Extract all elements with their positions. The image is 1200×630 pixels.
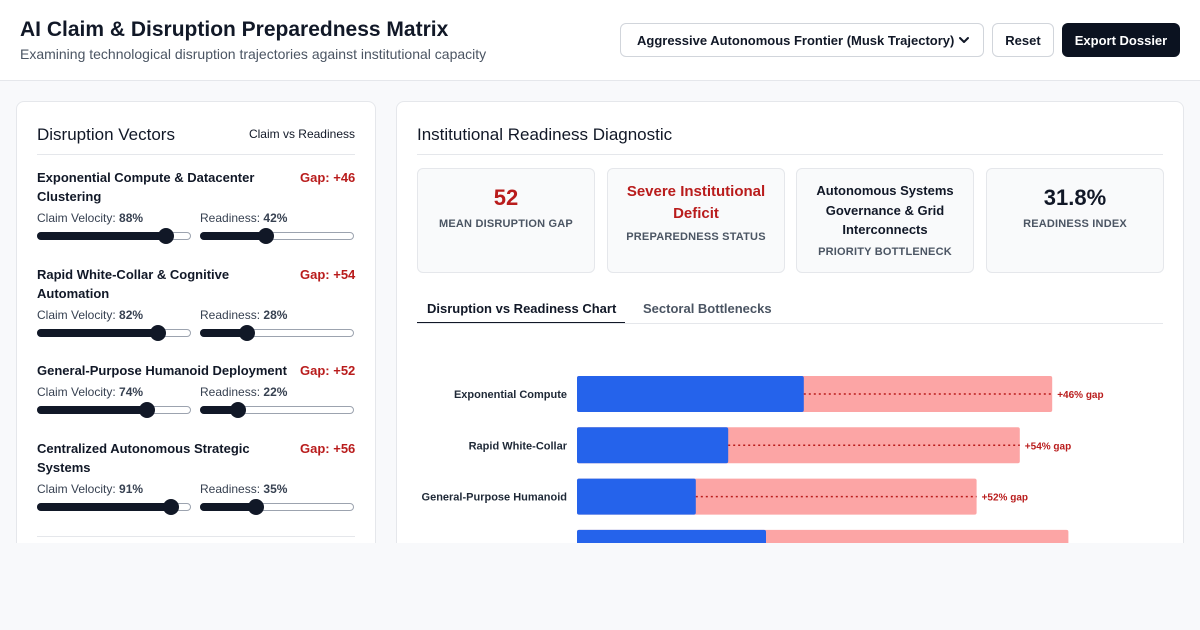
reset-button[interactable]: Reset [992,23,1054,57]
kpi-card-readiness-index: 31.8% READINESS INDEX [986,168,1164,273]
kpi-label: READINESS INDEX [1023,218,1127,230]
tab-disruption-chart[interactable]: Disruption vs Readiness Chart [417,298,625,324]
vector-name: General-Purpose Humanoid Deployment [37,363,287,378]
panel-tag: Claim vs Readiness [248,127,355,141]
kpi-value: Severe Institutional Deficit [626,183,766,222]
kpi-label: PRIORITY BOTTLENECK [818,246,952,258]
kpi-label: MEAN DISRUPTION GAP [439,218,573,230]
slider-thumb[interactable] [257,228,274,244]
kpi-value: 31.8% [1043,185,1107,210]
readiness-slider[interactable] [200,499,354,515]
export-dossier-button[interactable]: Export Dossier [1062,23,1180,57]
readiness-slider[interactable] [200,228,354,244]
vector-name: Centralized Autonomous Strategic Systems [37,441,250,475]
slider-thumb[interactable] [150,325,167,341]
claim-velocity-label: Claim Velocity: 74% [37,385,144,399]
divider [417,154,1163,155]
claim-velocity-slider[interactable] [37,402,191,418]
scenario-select-value: Aggressive Autonomous Frontier (Musk Tra… [637,32,955,48]
category-label: Exponential Compute [454,389,567,401]
scenario-select[interactable]: Aggressive Autonomous Frontier (Musk Tra… [620,23,984,57]
kpi-label: PREPAREDNESS STATUS [626,231,766,243]
slider-thumb[interactable] [238,325,255,341]
claim-velocity-slider[interactable] [37,499,191,515]
readiness-diagnostic-panel: Institutional Readiness Diagnostic 52 ME… [396,101,1184,543]
app-subtitle: Examining technological disruption traje… [20,46,487,62]
slider-thumb[interactable] [230,402,247,418]
divider [37,154,355,155]
vector-gap: Gap: +52 [300,363,356,378]
kpi-card-preparedness-status: Severe Institutional Deficit PREPAREDNES… [607,168,785,273]
vector-name: Exponential Compute & Datacenter Cluster… [37,170,255,204]
readiness-label: Readiness: 35% [200,482,288,496]
panel-title: Institutional Readiness Diagnostic [417,125,673,144]
readiness-label: Readiness: 42% [200,211,288,225]
tab-sectoral-bottlenecks[interactable]: Sectoral Bottlenecks [643,301,772,316]
slider-thumb[interactable] [139,402,156,418]
panel-title: Disruption Vectors [37,125,175,144]
main-content: Disruption Vectors Claim vs Readiness Ex… [0,81,1200,543]
slider-thumb[interactable] [162,499,179,515]
readiness-label: Readiness: 22% [200,385,288,399]
claim-velocity-label: Claim Velocity: 82% [37,308,144,322]
readiness-slider[interactable] [200,402,354,418]
readiness-label: Readiness: 28% [200,308,288,322]
category-label: Rapid White-Collar [469,440,568,452]
vector-name: Rapid White-Collar & Cognitive Automatio… [37,267,230,301]
vector-gap: Gap: +54 [300,267,356,282]
app-title: AI Claim & Disruption Preparedness Matri… [20,18,449,41]
vector-gap: Gap: +56 [300,441,356,456]
claim-velocity-label: Claim Velocity: 91% [37,482,144,496]
slider-thumb[interactable] [248,499,265,515]
readiness-slider[interactable] [200,325,354,341]
disruption-vectors-panel: Disruption Vectors Claim vs Readiness Ex… [16,101,376,543]
readiness-bar [577,376,804,412]
kpi-value: Autonomous Systems Governance & Grid Int… [816,183,954,237]
readiness-bar [577,427,729,464]
category-label: General-Purpose Humanoid [422,492,567,504]
disruption-readiness-chart: Exponential Compute +46% gap Rapid White-C… [422,376,1104,543]
claim-velocity-label: Claim Velocity: 88% [37,211,144,225]
top-bar: AI Claim & Disruption Preparedness Matri… [0,0,1200,81]
gap-label: +46% gap [1057,390,1103,401]
kpi-card-mean-gap: 52 MEAN DISRUPTION GAP [417,168,595,273]
claim-velocity-slider[interactable] [37,325,191,341]
slider-thumb[interactable] [158,228,175,244]
chevron-down-icon [959,37,969,43]
kpi-value: 52 [493,185,519,210]
gap-label: +54% gap [1025,441,1071,452]
divider [417,323,1163,324]
gap-label: +52% gap [982,493,1028,504]
readiness-bar [577,529,766,543]
readiness-bar [577,478,696,515]
vector-gap: Gap: +46 [300,170,356,185]
kpi-card-priority-bottleneck: Autonomous Systems Governance & Grid Int… [796,168,974,273]
claim-velocity-slider[interactable] [37,228,191,244]
divider [37,536,355,537]
